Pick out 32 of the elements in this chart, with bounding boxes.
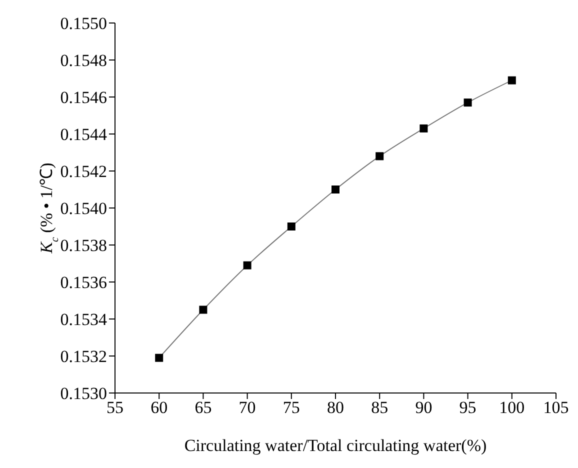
y-tick-label: 0.1534 bbox=[60, 310, 108, 330]
point bbox=[155, 354, 164, 362]
y-tick-label: 0.1530 bbox=[60, 384, 107, 404]
x-tick-label: 105 bbox=[543, 398, 569, 418]
x-tick-label: 100 bbox=[499, 398, 525, 418]
y-tick-label: 0.1548 bbox=[60, 51, 107, 70]
x-tick-label: 90 bbox=[415, 398, 432, 418]
x-tick-label: 65 bbox=[194, 398, 212, 418]
x-tick-label: 60 bbox=[150, 398, 168, 418]
y-tick-label: 0.1538 bbox=[60, 236, 107, 256]
point bbox=[287, 222, 296, 230]
point bbox=[243, 261, 252, 270]
x-tick-label: 80 bbox=[327, 398, 344, 418]
x-tick-label: 75 bbox=[282, 398, 300, 418]
y-tick-label: 0.1532 bbox=[60, 347, 107, 366]
y-tick-label: 0.1536 bbox=[60, 273, 107, 292]
point bbox=[420, 124, 428, 132]
point bbox=[332, 186, 340, 194]
point bbox=[464, 98, 472, 107]
point bbox=[199, 306, 208, 314]
point bbox=[376, 152, 384, 160]
x-axis-title: Circulating water/Total circulating water(%) bbox=[184, 436, 487, 455]
point bbox=[508, 76, 516, 84]
y-tick-label: 0.1544 bbox=[60, 125, 108, 144]
x-tick-label: 95 bbox=[459, 398, 476, 418]
x-tick-label: 55 bbox=[106, 398, 124, 418]
x-tick-label: 85 bbox=[371, 398, 388, 418]
x-tick-label: 70 bbox=[238, 398, 256, 418]
y-tick-label: 0.1546 bbox=[60, 88, 107, 108]
y-tick-label: 0.1542 bbox=[60, 162, 107, 182]
y-tick-label: 0.1540 bbox=[60, 199, 107, 218]
y-tick-label: 0.1550 bbox=[60, 14, 107, 34]
